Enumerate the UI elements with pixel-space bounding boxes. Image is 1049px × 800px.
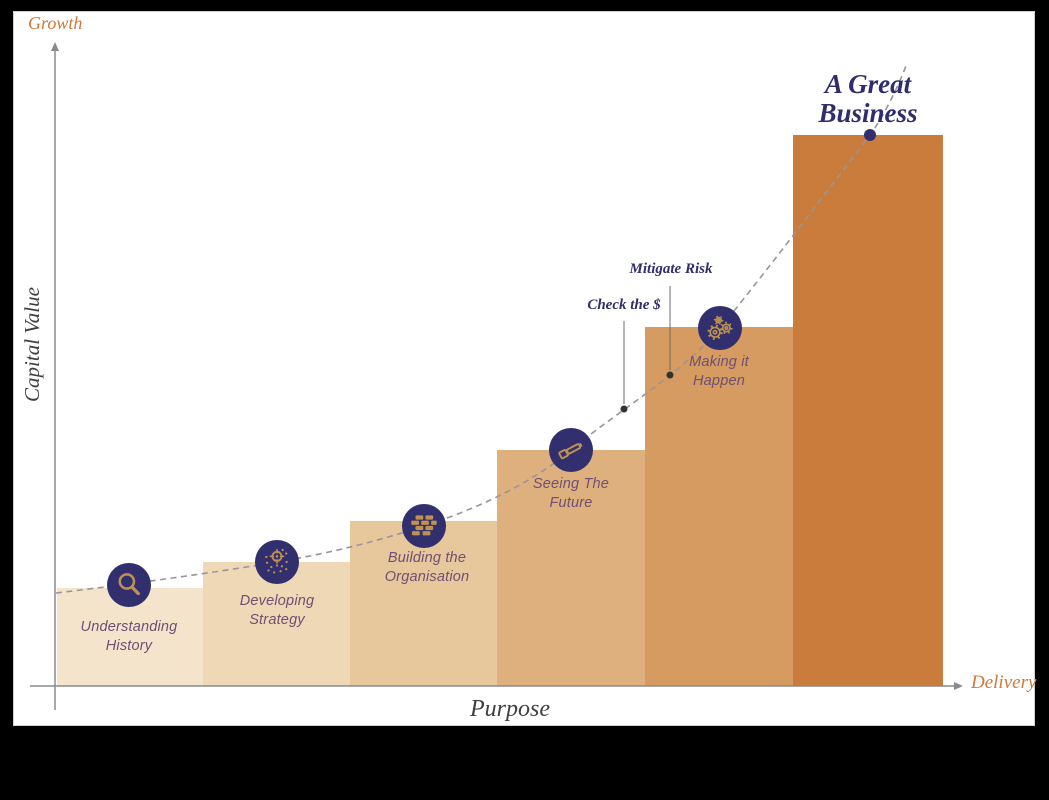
magnifier-icon: [107, 563, 151, 607]
bar-building-the-organisation: [350, 521, 497, 686]
annotation-mitigate-risk: Mitigate Risk: [629, 261, 713, 277]
y-axis-arrowhead-icon: [51, 42, 59, 51]
x-axis-arrowhead-icon: [954, 682, 963, 690]
gears-icon: [698, 306, 742, 350]
stage-label-developing-strategy: Developing Strategy: [239, 593, 315, 629]
annotation-check-the-dollar: Check the $: [587, 297, 661, 313]
goal-label-a-great-business: A Great Business: [818, 69, 918, 129]
check-the-dollar-dot: [620, 405, 628, 413]
x-axis-label-purpose: Purpose: [470, 696, 550, 722]
y-axis-label-capital-value: Capital Value: [20, 287, 44, 402]
stage-label-making-it-happen: Making it Happen: [689, 354, 749, 390]
growth-curve: [55, 62, 908, 594]
brick-wall-icon: [402, 504, 446, 548]
x-arrow-label-delivery: Delivery: [971, 672, 1037, 693]
strategy-compass-icon: [255, 540, 299, 584]
bar-making-it-happen: [645, 327, 793, 686]
bar-a-great-business: [793, 135, 943, 686]
stage-label-building-the-organisation: Building the Organisation: [384, 550, 470, 586]
stage-label-understanding-history: Understanding History: [80, 619, 178, 655]
stage-label-seeing-the-future: Seeing The Future: [532, 476, 610, 512]
y-arrow-label-growth: Growth: [28, 13, 83, 33]
mitigate-risk-dot: [666, 371, 674, 379]
telescope-icon: [549, 428, 593, 472]
bar-seeing-the-future: [497, 450, 645, 686]
milestone-dot: [864, 129, 876, 141]
